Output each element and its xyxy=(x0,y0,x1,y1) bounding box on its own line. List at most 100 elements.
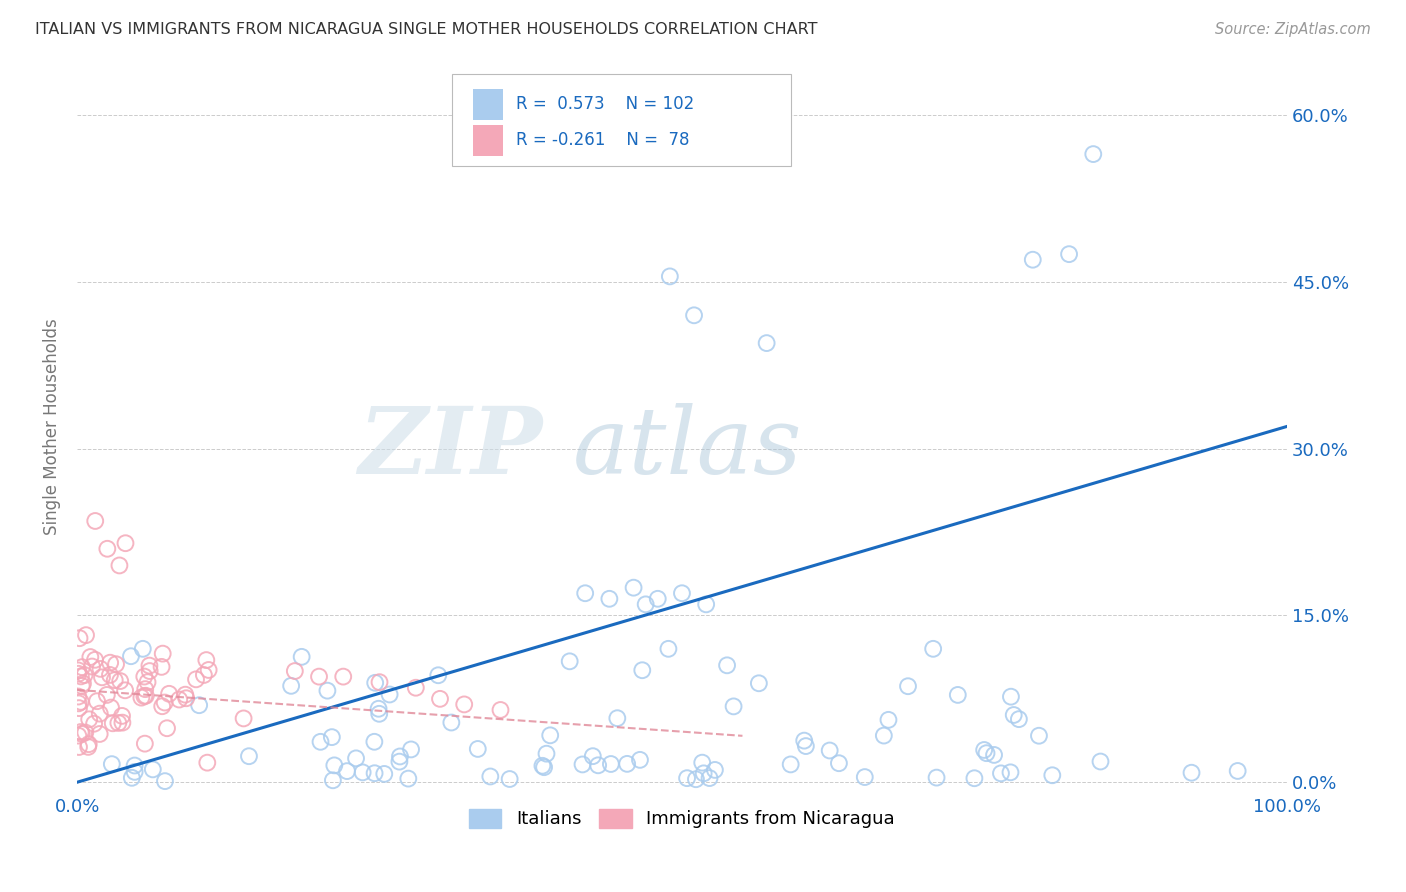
Point xyxy=(105,657,128,672)
Point xyxy=(114,536,136,550)
Point xyxy=(699,771,721,785)
Point xyxy=(174,691,197,706)
Point xyxy=(80,659,103,673)
Point xyxy=(1028,729,1050,743)
Point xyxy=(716,658,738,673)
Point xyxy=(690,756,713,770)
Point xyxy=(150,660,173,674)
Point xyxy=(363,735,385,749)
Point xyxy=(322,773,344,788)
Point xyxy=(631,663,654,677)
Y-axis label: Single Mother Households: Single Mother Households xyxy=(44,318,60,535)
Point xyxy=(309,735,332,749)
Point xyxy=(378,688,401,702)
Point xyxy=(373,767,395,781)
Point xyxy=(1000,690,1022,704)
Point xyxy=(70,679,93,693)
Point xyxy=(429,691,451,706)
Point xyxy=(134,669,156,683)
Point xyxy=(70,727,93,741)
Point xyxy=(72,676,94,690)
Point xyxy=(89,662,111,676)
Point xyxy=(692,766,714,780)
Point xyxy=(89,727,111,741)
Point xyxy=(1002,708,1025,723)
Point xyxy=(723,699,745,714)
Point xyxy=(558,654,581,668)
Point xyxy=(135,689,157,703)
Point xyxy=(344,751,367,765)
Point xyxy=(571,757,593,772)
Point xyxy=(184,673,207,687)
Point xyxy=(586,758,609,772)
Legend: Italians, Immigrants from Nicaragua: Italians, Immigrants from Nicaragua xyxy=(461,802,903,836)
Point xyxy=(582,749,605,764)
Point xyxy=(794,739,817,753)
Point xyxy=(101,757,124,772)
Point xyxy=(83,716,105,731)
Point xyxy=(134,737,156,751)
Text: R =  0.573    N = 102: R = 0.573 N = 102 xyxy=(516,95,695,113)
Point xyxy=(536,747,558,761)
Point xyxy=(291,649,314,664)
Point xyxy=(188,698,211,713)
Point xyxy=(321,730,343,744)
Point xyxy=(1083,147,1105,161)
Point xyxy=(467,742,489,756)
Point xyxy=(69,631,91,645)
Point xyxy=(925,771,948,785)
Point xyxy=(124,764,146,779)
Point xyxy=(873,729,896,743)
Point xyxy=(1180,765,1202,780)
Point xyxy=(73,668,96,682)
Point xyxy=(150,699,173,714)
Point xyxy=(96,541,118,556)
Point xyxy=(156,721,179,735)
Point xyxy=(538,728,561,742)
Point xyxy=(77,712,100,726)
Point xyxy=(616,756,638,771)
Point xyxy=(108,558,131,573)
Point xyxy=(963,771,986,785)
Point xyxy=(67,701,90,715)
Point xyxy=(75,725,97,739)
Point xyxy=(67,729,90,743)
Point xyxy=(174,688,197,702)
Point xyxy=(89,706,111,721)
Point xyxy=(1000,765,1022,780)
Point xyxy=(1057,247,1080,261)
Point xyxy=(138,658,160,673)
Point xyxy=(489,703,512,717)
Point xyxy=(69,725,91,739)
Point xyxy=(598,591,620,606)
Point xyxy=(897,679,920,693)
Point xyxy=(67,664,90,678)
Text: ITALIAN VS IMMIGRANTS FROM NICARAGUA SINGLE MOTHER HOUSEHOLDS CORRELATION CHART: ITALIAN VS IMMIGRANTS FROM NICARAGUA SIN… xyxy=(35,22,818,37)
Point xyxy=(132,641,155,656)
Point xyxy=(280,679,302,693)
Point xyxy=(657,641,679,656)
Point xyxy=(628,753,651,767)
Point xyxy=(138,664,160,678)
Point xyxy=(363,766,385,780)
Point xyxy=(232,711,254,725)
Point xyxy=(193,668,215,682)
Point xyxy=(606,711,628,725)
Point xyxy=(399,742,422,756)
Text: ZIP: ZIP xyxy=(359,403,543,493)
Point xyxy=(479,769,502,783)
Point xyxy=(647,591,669,606)
Point xyxy=(1040,768,1063,782)
Point xyxy=(1226,764,1249,778)
Point xyxy=(695,598,717,612)
Point xyxy=(316,683,339,698)
Point xyxy=(197,663,219,677)
Point xyxy=(107,715,129,730)
Point xyxy=(922,641,945,656)
Point xyxy=(388,749,411,764)
Point xyxy=(332,670,354,684)
Point xyxy=(983,747,1005,762)
Point xyxy=(67,690,90,704)
Point xyxy=(683,308,706,322)
Point xyxy=(84,514,107,528)
